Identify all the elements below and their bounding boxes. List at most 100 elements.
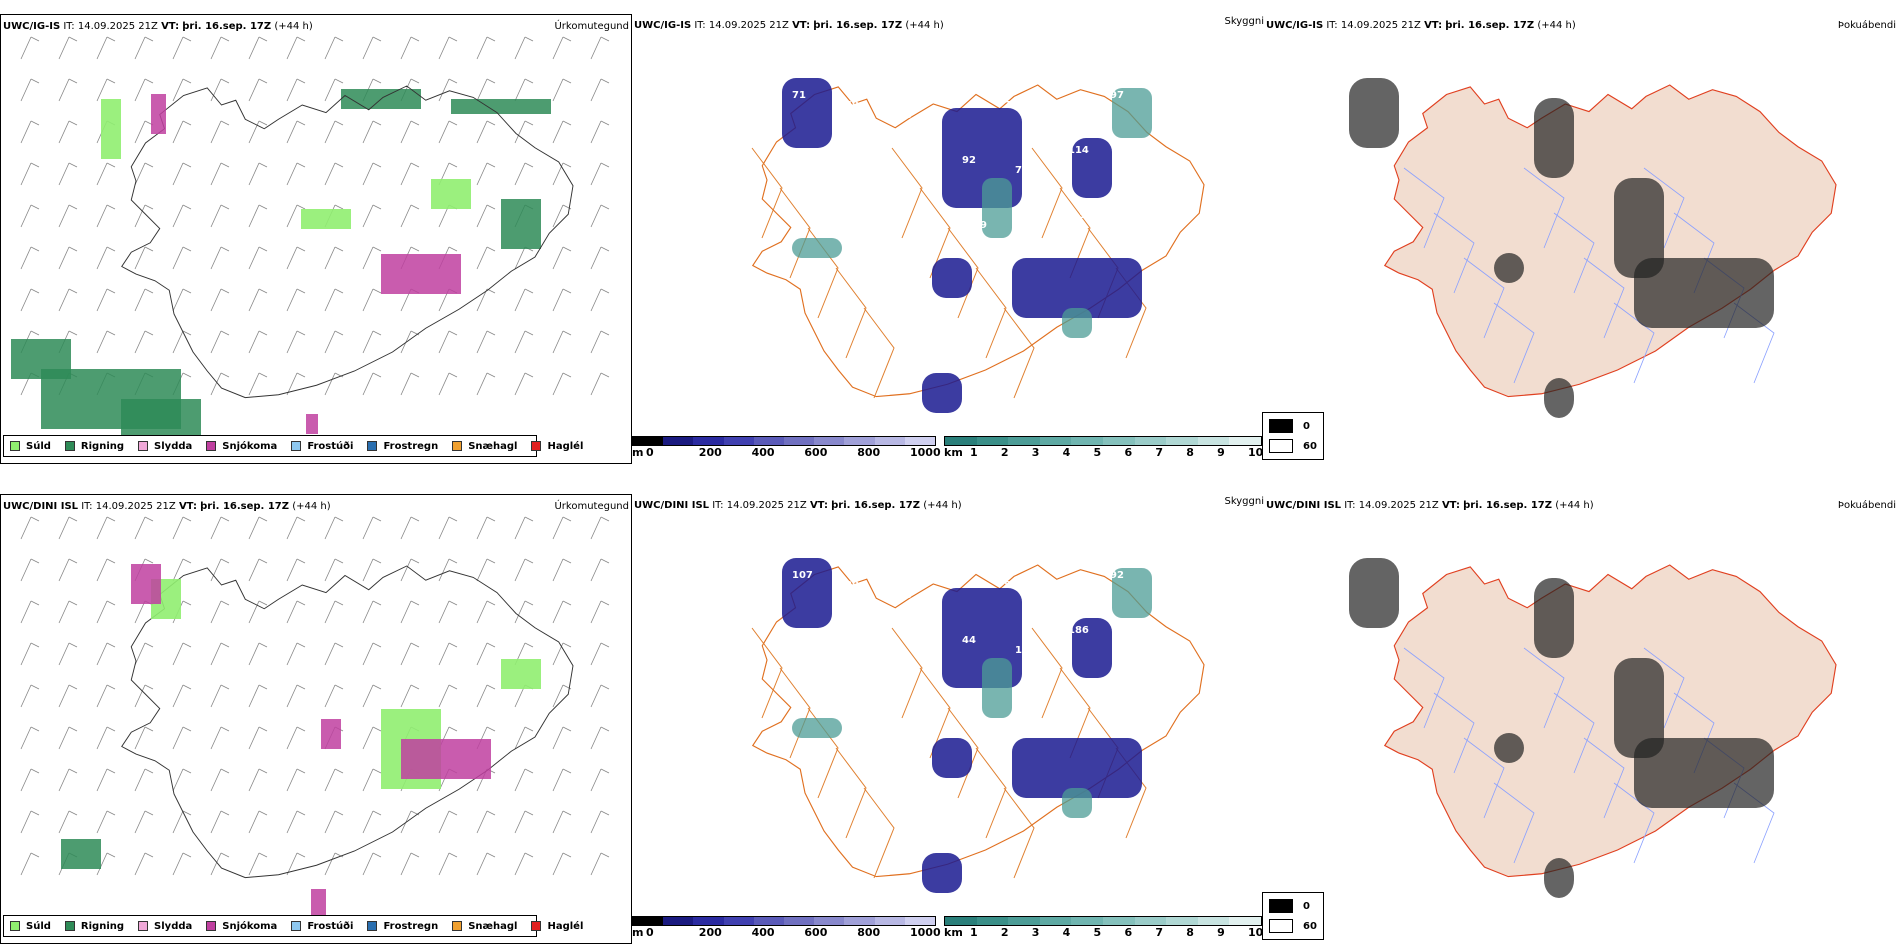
- fog-area: [1614, 658, 1664, 758]
- wind-barb: [476, 288, 496, 312]
- legend-item: Haglél: [531, 441, 583, 452]
- wind-barb: [286, 642, 306, 666]
- wind-barb: [324, 288, 344, 312]
- colorbar-segment: [945, 437, 977, 445]
- panel-header: UWC/IG-IS IT: 14.09.2025 21Z VT: þri. 16…: [3, 21, 313, 32]
- wind-barb: [590, 246, 610, 270]
- visibility-colorbar: [944, 916, 1262, 926]
- wind-barb: [324, 36, 344, 60]
- fog-area: [1614, 178, 1664, 278]
- ceiling-value-label: 185: [856, 165, 877, 176]
- colorbar-tick-label: 5: [1093, 446, 1102, 459]
- wind-barb: [476, 162, 496, 186]
- wind-barb: [58, 810, 78, 834]
- wind-barb: [438, 642, 458, 666]
- colorbar-segment: [1071, 917, 1103, 925]
- legend-label: Frostúði: [307, 440, 354, 452]
- panel-header: UWC/DINI ISL IT: 14.09.2025 21Z VT: þri.…: [1266, 500, 1594, 511]
- colorbar-tick-label: 400: [751, 446, 775, 459]
- wind-barb: [58, 516, 78, 540]
- colorbar-tick-label: 9: [1217, 446, 1225, 459]
- wind-barb: [20, 204, 40, 228]
- fog-area: [1534, 578, 1574, 658]
- snow-area: [151, 94, 166, 134]
- legend-item: Snjókoma: [206, 441, 277, 452]
- ceiling-value-label: 39: [973, 220, 987, 231]
- wind-barb: [172, 642, 192, 666]
- ceiling-value-label: 80: [867, 200, 881, 211]
- panel-header: UWC/DINI ISL IT: 14.09.2025 21Z VT: þri.…: [3, 501, 331, 512]
- wind-barb: [210, 288, 230, 312]
- ceiling-value-label: 70: [803, 635, 817, 646]
- wind-barb: [134, 162, 154, 186]
- wind-barb: [286, 810, 306, 834]
- wind-barb: [514, 852, 534, 876]
- river-line: [1613, 302, 1655, 384]
- legend-label: Súld: [26, 440, 51, 452]
- wind-barb: [324, 246, 344, 270]
- wind-barb: [590, 78, 610, 102]
- wind-barb: [58, 204, 78, 228]
- wind-barb: [248, 288, 268, 312]
- fog-legend-swatch: [1269, 899, 1293, 913]
- snow-area: [381, 254, 461, 294]
- legend-label: Snæhagl: [468, 440, 518, 452]
- wind-barb: [552, 204, 572, 228]
- wind-barb: [248, 558, 268, 582]
- wind-barb: [58, 36, 78, 60]
- wind-barb: [172, 36, 192, 60]
- wind-barb: [172, 78, 192, 102]
- fog-legend: 0 60: [1262, 412, 1324, 460]
- wind-barb: [210, 246, 230, 270]
- wind-barb: [476, 810, 496, 834]
- rain-area: [501, 199, 541, 249]
- wind-barb: [552, 768, 572, 792]
- low-ceiling-area: [932, 738, 972, 778]
- wind-barb: [324, 684, 344, 708]
- panel-header: UWC/DINI ISL IT: 14.09.2025 21Z VT: þri.…: [634, 500, 962, 511]
- ceiling-value-label: 44: [962, 635, 976, 646]
- wind-barb: [172, 162, 192, 186]
- wind-barb: [590, 288, 610, 312]
- wind-barb: [400, 330, 420, 354]
- legend-label: Slydda: [154, 440, 193, 452]
- wind-barb: [210, 558, 230, 582]
- wind-barb: [400, 204, 420, 228]
- wind-barb: [514, 558, 534, 582]
- wind-barb: [96, 162, 116, 186]
- fog-legend-swatch: [1269, 919, 1293, 933]
- legend-swatch: [138, 441, 149, 451]
- river-line: [1583, 257, 1625, 339]
- colorbar-tick-label: 600: [804, 446, 828, 459]
- ceiling-value-label: 83: [898, 590, 912, 601]
- wind-barb: [438, 810, 458, 834]
- colorbar-tick-label: 8: [1186, 446, 1194, 459]
- colorbar-unit: km: [944, 926, 963, 939]
- road-line: [947, 707, 979, 799]
- wind-barb: [172, 726, 192, 750]
- low-visibility-area: [792, 718, 842, 738]
- wind-barb: [286, 288, 306, 312]
- fog-area: [1544, 378, 1574, 418]
- wind-barb: [362, 162, 382, 186]
- wind-barb: [96, 288, 116, 312]
- wind-barb: [96, 768, 116, 792]
- wind-barb: [134, 684, 154, 708]
- legend-label: Rigning: [80, 920, 125, 932]
- it-label: IT:: [63, 21, 75, 32]
- wind-barb: [362, 246, 382, 270]
- ceiling-colorbar: [632, 436, 936, 446]
- ceiling-value-label: 70: [1004, 100, 1018, 111]
- colorbar-tick-label: 4: [1062, 926, 1071, 939]
- colorbar-segment: [1166, 917, 1198, 925]
- wind-barb: [134, 726, 154, 750]
- model-name: UWC/DINI ISL: [1266, 500, 1342, 511]
- wind-barb: [248, 120, 268, 144]
- colorbar-tick-label: 1: [970, 446, 978, 459]
- wind-barb: [58, 642, 78, 666]
- wind-barb: [58, 600, 78, 624]
- low-ceiling-area: [1012, 738, 1142, 798]
- panel-name: Þokuábendi: [1837, 20, 1896, 31]
- wind-barb: [362, 810, 382, 834]
- legend-swatch: [291, 441, 302, 451]
